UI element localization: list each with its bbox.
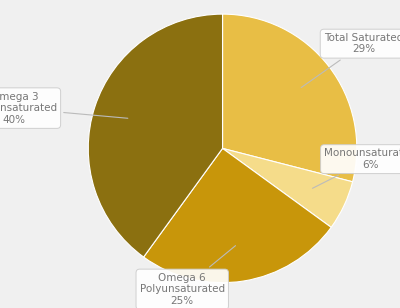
Text: Total Saturated
29%: Total Saturated 29% [301,33,400,87]
Text: Omega 6
Polyunsaturated
25%: Omega 6 Polyunsaturated 25% [140,246,236,306]
Wedge shape [144,148,331,283]
Text: Omega 3
Polyunsaturated
40%: Omega 3 Polyunsaturated 40% [0,91,128,125]
Wedge shape [222,14,357,182]
Text: Monounsaturated
6%: Monounsaturated 6% [312,148,400,188]
Wedge shape [88,14,222,257]
Wedge shape [222,148,352,227]
